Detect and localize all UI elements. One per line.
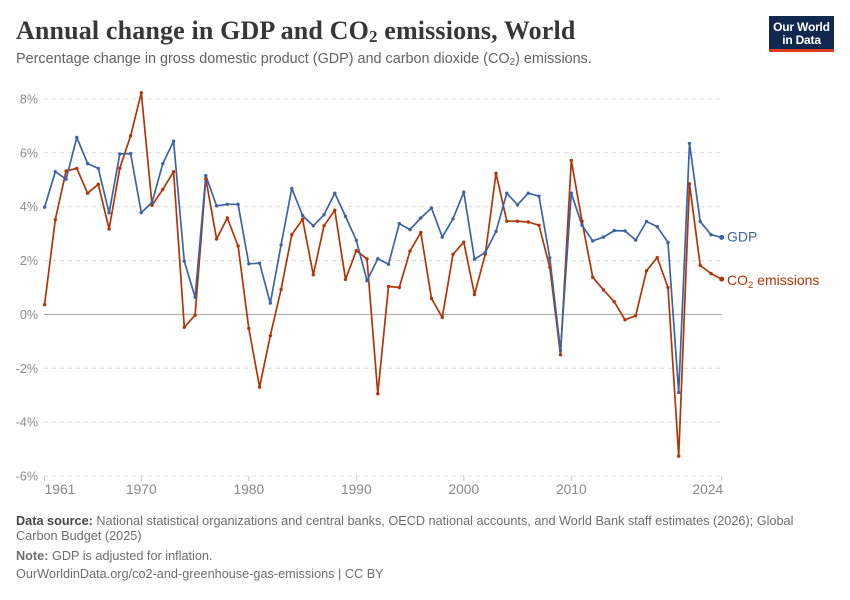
svg-text:2%: 2% bbox=[20, 254, 38, 268]
svg-text:1970: 1970 bbox=[126, 482, 157, 497]
svg-text:6%: 6% bbox=[20, 146, 38, 160]
svg-text:1990: 1990 bbox=[341, 482, 372, 497]
svg-text:GDP: GDP bbox=[727, 229, 757, 245]
svg-text:CO2 emissions: CO2 emissions bbox=[727, 272, 819, 291]
svg-text:2010: 2010 bbox=[556, 482, 587, 497]
svg-text:4%: 4% bbox=[20, 200, 38, 214]
svg-text:1961: 1961 bbox=[45, 482, 76, 497]
svg-text:0%: 0% bbox=[20, 308, 38, 322]
svg-text:2024: 2024 bbox=[692, 482, 723, 497]
svg-text:8%: 8% bbox=[20, 93, 38, 107]
svg-text:2000: 2000 bbox=[448, 482, 479, 497]
svg-text:-6%: -6% bbox=[16, 470, 38, 484]
svg-text:1980: 1980 bbox=[233, 482, 264, 497]
svg-text:-4%: -4% bbox=[16, 416, 38, 430]
svg-text:-2%: -2% bbox=[16, 362, 38, 376]
